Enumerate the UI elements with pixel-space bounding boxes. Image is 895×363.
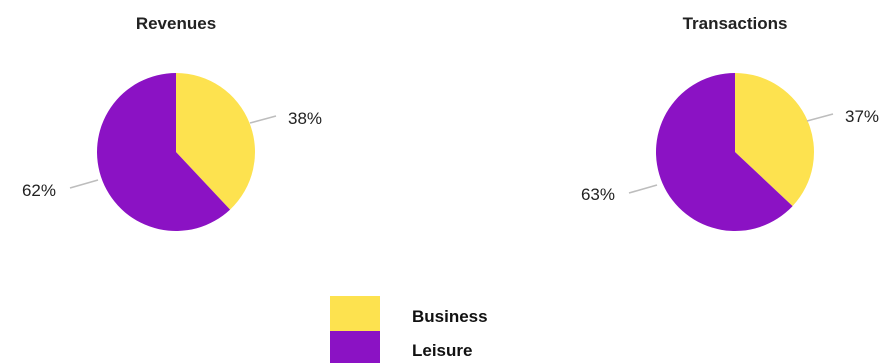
slice-label-leisure: 63%	[581, 185, 615, 204]
leader-line-business	[806, 113, 834, 122]
legend-label-leisure: Leisure	[412, 341, 472, 360]
legend: Business Leisure	[330, 296, 488, 363]
legend-swatch-business	[330, 296, 380, 331]
pie-slice-business[interactable]	[176, 72, 256, 210]
chart-title-revenues: Revenues	[136, 14, 216, 33]
legend-label-business: Business	[412, 307, 488, 326]
legend-item-leisure[interactable]: Leisure	[330, 331, 472, 363]
leader-line-leisure	[628, 184, 658, 194]
pie-slices-transactions	[656, 73, 815, 231]
legend-swatch-leisure	[330, 331, 380, 363]
slice-label-business: 38%	[288, 109, 322, 128]
pie-slice-leisure[interactable]	[97, 73, 231, 231]
pie-labels-transactions: 37% 63%	[581, 107, 879, 204]
pie-slice-business[interactable]	[735, 73, 815, 207]
legend-item-business[interactable]: Business	[330, 296, 488, 331]
chart-title-transactions: Transactions	[683, 14, 788, 33]
pie-slice-leisure[interactable]	[656, 73, 793, 231]
pie-chart-revenues: Revenues 38% 62%	[22, 14, 322, 231]
leader-line-business	[249, 115, 277, 124]
slice-label-business: 37%	[845, 107, 879, 126]
slice-label-leisure: 62%	[22, 181, 56, 200]
pie-labels-revenues: 38% 62%	[22, 109, 322, 200]
pie-chart-transactions: Transactions 37% 63%	[581, 14, 879, 231]
leader-line-leisure	[69, 179, 99, 189]
pie-slices-revenues	[97, 72, 256, 231]
